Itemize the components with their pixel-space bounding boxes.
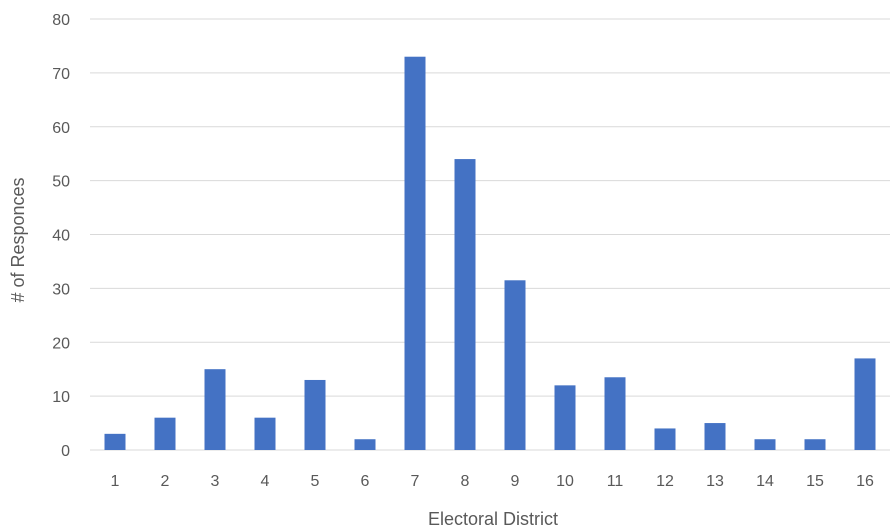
x-tick-label: 2: [161, 473, 170, 490]
x-axis-title: Electoral District: [428, 509, 558, 529]
bar-district-14: [754, 439, 776, 450]
y-tick-label: 40: [52, 228, 70, 245]
x-tick-label: 11: [607, 473, 624, 490]
x-tick-label: 13: [706, 473, 724, 490]
x-tick-label: 1: [111, 473, 120, 490]
bar-district-10: [554, 385, 576, 450]
bar-district-1: [104, 433, 126, 450]
y-tick-label: 30: [52, 281, 70, 298]
bar-district-3: [204, 369, 226, 450]
x-tick-label: 10: [556, 473, 574, 490]
bar-district-6: [354, 439, 376, 450]
bar-district-16: [854, 358, 876, 450]
y-tick-label: 0: [61, 443, 70, 460]
bar-district-7: [404, 56, 426, 451]
x-tick-label: 12: [656, 473, 674, 490]
x-tick-label: 8: [461, 473, 470, 490]
x-tick-label: 16: [856, 473, 874, 490]
bar-district-11: [604, 377, 626, 450]
bars: [104, 56, 876, 451]
x-tick-label: 6: [361, 473, 370, 490]
y-tick-label: 10: [52, 389, 70, 406]
y-axis-title: # of Responces: [8, 177, 28, 302]
bar-district-8: [454, 159, 476, 450]
bar-district-13: [704, 423, 726, 450]
y-axis-ticks: 0 10 20 30 40 50 60 70 80: [52, 12, 70, 460]
x-tick-label: 14: [756, 473, 774, 490]
x-tick-label: 7: [411, 473, 420, 490]
bar-district-2: [154, 417, 176, 450]
y-tick-label: 80: [52, 12, 70, 29]
x-tick-label: 9: [511, 473, 520, 490]
y-tick-label: 70: [52, 66, 70, 83]
bar-district-4: [254, 417, 276, 450]
x-axis-ticks: 1 2 3 4 5 6 7 8 9 10 11 12 13 14 15 16: [111, 473, 874, 490]
x-tick-label: 5: [311, 473, 320, 490]
bar-district-9: [504, 280, 526, 450]
bar-district-15: [804, 439, 826, 450]
bar-district-5: [304, 379, 326, 450]
x-tick-label: 4: [261, 473, 270, 490]
x-tick-label: 3: [211, 473, 220, 490]
y-tick-label: 20: [52, 335, 70, 352]
x-tick-label: 15: [806, 473, 824, 490]
y-tick-label: 50: [52, 174, 70, 191]
y-tick-label: 60: [52, 120, 70, 137]
bar-district-12: [654, 428, 676, 450]
